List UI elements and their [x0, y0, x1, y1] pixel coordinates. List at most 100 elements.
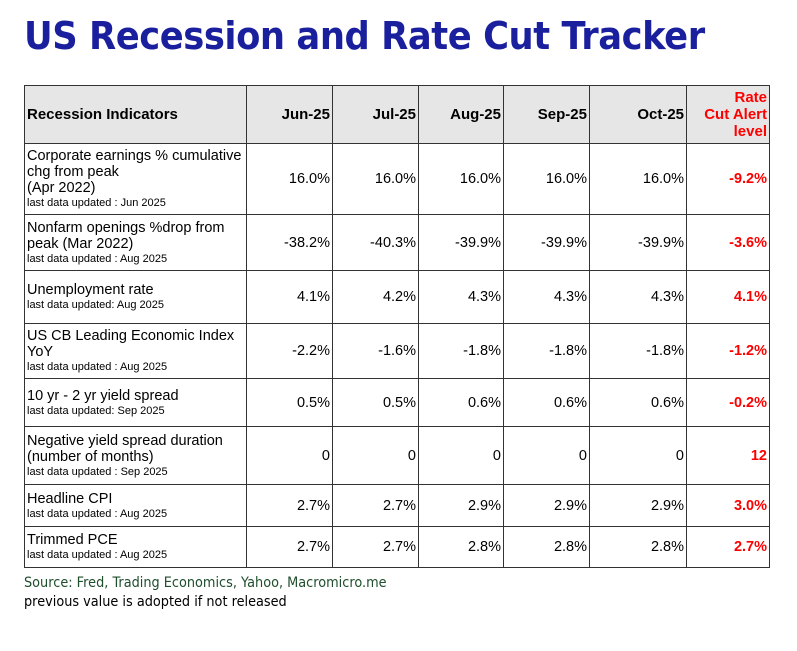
table-row: US CB Leading Economic Index YoY last data…	[24, 323, 770, 379]
recession-indicator-table: Recession Indicators Jun-25 Jul-25 Aug-2…	[24, 85, 770, 568]
header-line: Cut Alert	[704, 106, 767, 123]
indicator-name: Nonfarm openings %drop from	[27, 219, 225, 236]
indicator-cell: US CB Leading Economic Index YoY last data…	[24, 323, 247, 379]
month-value-cell: 2.7%	[246, 484, 333, 527]
indicator-name: (number of months)	[27, 448, 154, 465]
month-value-cell: 16.0%	[418, 143, 504, 215]
rate-cut-alert-cell: 4.1%	[686, 270, 770, 324]
table-row: Unemployment rate last data updated: Aug …	[24, 270, 770, 324]
indicator-cell: 10 yr - 2 yr yield spread last data updat…	[24, 378, 247, 427]
column-header-month: Oct-25	[589, 85, 687, 144]
column-header-month: Sep-25	[503, 85, 590, 144]
month-value-cell: -2.2%	[246, 323, 333, 379]
month-value-cell: 0.6%	[589, 378, 687, 427]
indicator-name: US CB Leading Economic Index	[27, 328, 235, 344]
month-value-cell: 16.0%	[246, 143, 333, 215]
month-value-cell: 0.5%	[332, 378, 419, 427]
indicator-name: (Apr 2022)	[27, 180, 96, 196]
month-value-cell: -38.2%	[246, 214, 333, 271]
month-value-cell: -40.3%	[332, 214, 419, 271]
month-value-cell: 0	[503, 426, 590, 485]
last-updated-note: last data updated : Aug 2025	[27, 507, 168, 520]
column-header-month: Aug-25	[418, 85, 504, 144]
rate-cut-alert-cell: 3.0%	[686, 484, 770, 527]
indicator-name: Headline CPI	[27, 490, 113, 507]
month-value-cell: 0	[418, 426, 504, 485]
month-value-cell: 2.7%	[332, 484, 419, 527]
header-line: Rate	[734, 89, 767, 106]
column-header-rate-cut-alert: Rate Cut Alert level	[686, 85, 770, 144]
month-value-cell: -1.8%	[503, 323, 590, 379]
indicator-name: chg from peak	[27, 164, 119, 180]
release-note: previous value is adopted if not release…	[24, 594, 287, 610]
month-value-cell: 2.7%	[246, 526, 333, 568]
source-note: Source: Fred, Trading Economics, Yahoo, …	[24, 575, 387, 591]
indicator-cell: Unemployment rate last data updated: Aug …	[24, 270, 247, 324]
month-value-cell: -39.9%	[503, 214, 590, 271]
rate-cut-alert-cell: -1.2%	[686, 323, 770, 379]
indicator-cell: Trimmed PCE last data updated : Aug 2025	[24, 526, 247, 568]
indicator-name: YoY	[27, 344, 54, 360]
last-updated-note: last data updated : Sep 2025	[27, 465, 168, 478]
month-value-cell: -1.8%	[589, 323, 687, 379]
month-value-cell: 4.3%	[589, 270, 687, 324]
rate-cut-alert-cell: 12	[686, 426, 770, 485]
table-row: Headline CPI last data updated : Aug 2025…	[24, 484, 770, 527]
month-value-cell: -39.9%	[589, 214, 687, 271]
header-line: level	[733, 123, 767, 140]
month-value-cell: 0	[246, 426, 333, 485]
month-value-cell: 4.1%	[246, 270, 333, 324]
indicator-cell: Nonfarm openings %drop from peak (Mar 202…	[24, 214, 247, 271]
rate-cut-alert-cell: -3.6%	[686, 214, 770, 271]
last-updated-note: last data updated : Aug 2025	[27, 361, 168, 373]
month-value-cell: -39.9%	[418, 214, 504, 271]
table-header-row: Recession Indicators Jun-25 Jul-25 Aug-2…	[24, 85, 770, 144]
month-value-cell: 2.9%	[589, 484, 687, 527]
last-updated-note: last data updated : Aug 2025	[27, 252, 168, 265]
page-title: US Recession and Rate Cut Tracker	[24, 14, 705, 58]
column-header-month: Jul-25	[332, 85, 419, 144]
month-value-cell: 0.6%	[418, 378, 504, 427]
indicator-cell: Negative yield spread duration (number of…	[24, 426, 247, 485]
month-value-cell: 2.8%	[418, 526, 504, 568]
month-value-cell: 0.5%	[246, 378, 333, 427]
month-value-cell: 2.9%	[503, 484, 590, 527]
month-value-cell: 0	[332, 426, 419, 485]
column-header-month: Jun-25	[246, 85, 333, 144]
table-row: Trimmed PCE last data updated : Aug 2025 2…	[24, 526, 770, 568]
month-value-cell: 2.9%	[418, 484, 504, 527]
month-value-cell: 0	[589, 426, 687, 485]
month-value-cell: 16.0%	[332, 143, 419, 215]
month-value-cell: -1.6%	[332, 323, 419, 379]
indicator-name: Negative yield spread duration	[27, 432, 223, 449]
month-value-cell: 0.6%	[503, 378, 590, 427]
column-header-indicator: Recession Indicators	[24, 85, 247, 144]
table-row: Negative yield spread duration (number of…	[24, 426, 770, 485]
table-row: Corporate earnings % cumulative chg from …	[24, 143, 770, 215]
rate-cut-alert-cell: -0.2%	[686, 378, 770, 427]
indicator-cell: Headline CPI last data updated : Aug 2025	[24, 484, 247, 527]
month-value-cell: 4.3%	[418, 270, 504, 324]
month-value-cell: 2.8%	[503, 526, 590, 568]
table-row: Nonfarm openings %drop from peak (Mar 202…	[24, 214, 770, 271]
last-updated-note: last data updated : Aug 2025	[27, 549, 168, 561]
indicator-name: Unemployment rate	[27, 282, 154, 298]
indicator-name: Trimmed PCE	[27, 532, 118, 548]
month-value-cell: -1.8%	[418, 323, 504, 379]
month-value-cell: 4.2%	[332, 270, 419, 324]
indicator-cell: Corporate earnings % cumulative chg from …	[24, 143, 247, 215]
month-value-cell: 16.0%	[503, 143, 590, 215]
month-value-cell: 2.7%	[332, 526, 419, 568]
month-value-cell: 2.8%	[589, 526, 687, 568]
indicator-name: peak (Mar 2022)	[27, 235, 134, 252]
rate-cut-alert-cell: 2.7%	[686, 526, 770, 568]
rate-cut-alert-cell: -9.2%	[686, 143, 770, 215]
indicator-name: Corporate earnings % cumulative	[27, 148, 242, 164]
last-updated-note: last data updated: Sep 2025	[27, 404, 165, 417]
last-updated-note: last data updated : Jun 2025	[27, 197, 166, 209]
month-value-cell: 4.3%	[503, 270, 590, 324]
table-row: 10 yr - 2 yr yield spread last data updat…	[24, 378, 770, 427]
footer: Source: Fred, Trading Economics, Yahoo, …	[24, 574, 387, 612]
indicator-name: 10 yr - 2 yr yield spread	[27, 387, 179, 404]
month-value-cell: 16.0%	[589, 143, 687, 215]
